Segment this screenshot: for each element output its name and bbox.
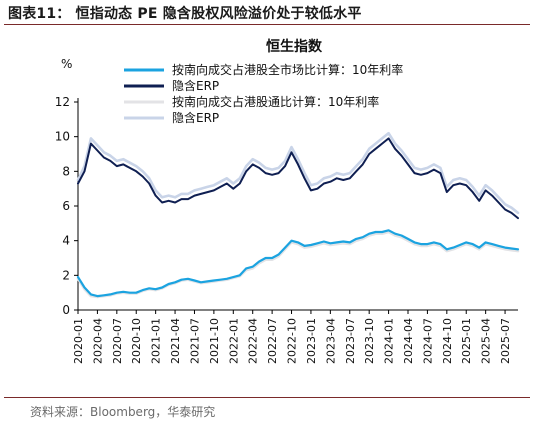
x-tick-label: 2020-07 [111,318,124,364]
y-tick-label: 6 [62,199,70,213]
legend-label-2: 隐含ERP [172,78,219,93]
x-tick-label: 2022-01 [227,318,240,364]
line-chart: 恒生指数 按南向成交占港股全市场比计算：10年利率隐含ERP按南向成交占港股通比… [55,38,520,364]
series-line-1 [76,229,520,298]
figure-title: 图表11： 恒指动态 PE 隐含股权风险溢价处于较低水平 [8,6,362,22]
y-tick-label: 0 [62,303,70,317]
x-tick-label: 2020-10 [130,318,143,364]
x-tick-label: 2022-04 [247,318,260,364]
x-tick-label: 2021-04 [169,318,182,364]
x-tick-label: 2024-01 [383,318,396,364]
y-tick-label: 2 [62,268,70,282]
y-axis-unit: % [61,57,72,71]
y-tick-label: 12 [55,95,70,109]
x-tick-label: 2022-10 [286,318,299,364]
source-note: 资料来源：Bloomberg，华泰研究 [30,405,216,419]
series-line-2 [77,137,519,220]
y-tick-label: 8 [62,164,70,178]
series-line-4 [76,131,520,215]
x-tick-label: 2021-07 [188,318,201,364]
x-tick-label: 2020-01 [72,318,85,364]
x-tick-label: 2023-04 [324,318,337,364]
title-divider [4,24,530,25]
legend-label-4: 隐含ERP [172,110,219,125]
x-tick-label: 2022-07 [266,318,279,364]
x-tick-label: 2025-04 [480,318,493,364]
x-tick-label: 2023-01 [305,318,318,364]
x-tick-label: 2024-07 [421,318,434,364]
x-tick-label: 2025-07 [499,318,512,364]
chart-title: 恒生指数 [266,38,323,55]
legend-label-1: 按南向成交占港股全市场比计算：10年利率 [172,62,403,77]
x-tick-label: 2020-04 [91,318,104,364]
y-tick-label: 4 [62,234,70,248]
x-tick-label: 2025-01 [460,318,473,364]
x-tick-label: 2023-07 [344,318,357,364]
source-divider [4,397,530,398]
x-tick-label: 2024-04 [402,318,415,364]
x-tick-label: 2021-10 [208,318,221,364]
y-tick-label: 10 [55,130,70,144]
x-tick-label: 2023-10 [363,318,376,364]
legend-label-3: 按南向成交占港股通比计算：10年利率 [172,94,379,109]
x-tick-label: 2021-01 [150,318,163,364]
x-tick-label: 2024-10 [441,318,454,364]
